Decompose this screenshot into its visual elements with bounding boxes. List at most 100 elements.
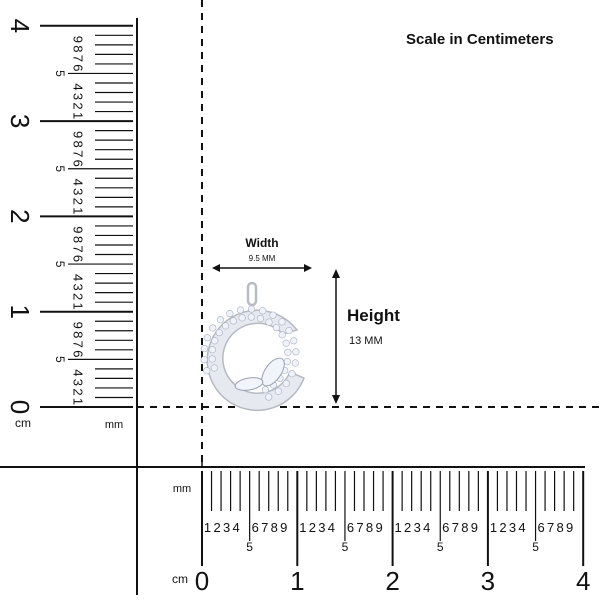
mm-label: 6 [347, 520, 354, 535]
mm-label: 6 [71, 255, 86, 262]
mm-label: 2 [309, 520, 316, 535]
pave-stone [283, 357, 292, 366]
mm-label: 7 [356, 520, 363, 535]
pave-stone [238, 314, 246, 322]
mm-label: 6 [537, 520, 544, 535]
mm-label: 2 [71, 198, 86, 205]
pave-stone [256, 314, 265, 323]
pave-stone [208, 346, 216, 354]
mm-label: 4 [423, 520, 430, 535]
cm-unit-label: cm [15, 416, 31, 430]
mm-label: 9 [375, 520, 382, 535]
mm-label: 3 [318, 520, 325, 535]
pendant-image [200, 281, 305, 412]
pave-stone [292, 348, 300, 356]
mm-label: 4 [518, 520, 525, 535]
mm-label: 1 [299, 520, 306, 535]
mm-label: 1 [204, 520, 211, 535]
pave-stone [226, 310, 234, 318]
pave-stone [259, 307, 267, 315]
mm-label: 4 [71, 83, 86, 90]
mm-label: 9 [71, 226, 86, 233]
pave-stone [215, 329, 223, 337]
mm-label: 5 [53, 261, 67, 268]
mm-label: 3 [71, 188, 86, 195]
horizontal-ruler: 01 2 3 456 7 8 911 2 3 456 7 8 921 2 3 456 7 8 931 2 3 456 7 8 9… [0, 459, 590, 596]
mm-label: 2 [71, 388, 86, 395]
mm-label: 8 [366, 520, 373, 535]
cm-label: 0 [5, 400, 35, 414]
mm-label: 6 [442, 520, 449, 535]
mm-label: 7 [261, 520, 268, 535]
cm-label: 2 [385, 566, 399, 596]
pave-stone [248, 305, 256, 313]
mm-label: 7 [71, 341, 86, 348]
pave-stone [284, 348, 292, 356]
mm-label: 5 [53, 70, 67, 77]
mm-label: 8 [71, 331, 86, 338]
cm-label: 4 [5, 19, 35, 33]
mm-label: 5 [53, 356, 67, 363]
mm-label: 8 [71, 141, 86, 148]
mm-label: 5 [246, 540, 253, 554]
mm-label: 1 [71, 112, 86, 119]
pave-stone [208, 355, 216, 363]
scale-title: Scale in Centimeters [406, 31, 554, 48]
mm-label: 4 [233, 520, 240, 535]
mm-label: 5 [532, 540, 539, 554]
mm-label: 9 [71, 131, 86, 138]
width-value: 9.5 MM [249, 254, 276, 263]
mm-label: 1 [395, 520, 402, 535]
mm-label: 8 [271, 520, 278, 535]
mm-label: 8 [461, 520, 468, 535]
crescent-ring [206, 309, 305, 412]
pave-stone [282, 379, 290, 387]
pave-stone [216, 316, 225, 324]
cm-label: 3 [481, 566, 495, 596]
mm-label: 7 [547, 520, 554, 535]
mm-label: 2 [499, 520, 506, 535]
mm-label: 5 [342, 540, 349, 554]
pave-stones [200, 305, 300, 401]
mm-label: 7 [71, 150, 86, 157]
pave-stone [291, 359, 299, 367]
pave-stone [200, 356, 208, 364]
pave-stone [282, 339, 290, 347]
pave-stone [285, 327, 293, 335]
mm-unit-label: mm [173, 483, 191, 495]
mm-label: 6 [71, 160, 86, 167]
height-arrow [332, 269, 340, 404]
mm-label: 9 [71, 322, 86, 329]
pave-stone [203, 367, 211, 375]
mm-label: 1 [71, 303, 86, 310]
pave-stone [278, 318, 286, 326]
mm-label: 6 [71, 64, 86, 71]
pave-stone [209, 324, 217, 332]
pave-stone [265, 318, 273, 326]
width-label: Width [245, 236, 278, 250]
pave-stone [290, 337, 298, 345]
pave-stone [236, 306, 245, 314]
mm-label: 2 [213, 520, 220, 535]
pave-stone [203, 334, 211, 342]
mm-label: 3 [71, 93, 86, 100]
mm-label: 5 [437, 540, 444, 554]
mm-label: 2 [404, 520, 411, 535]
cm-unit-label: cm [172, 572, 188, 586]
pave-stone [200, 344, 209, 353]
mm-label: 8 [71, 45, 86, 52]
pave-stone [265, 393, 273, 401]
mm-label: 4 [71, 179, 86, 186]
mm-label: 3 [414, 520, 421, 535]
pave-stone [211, 337, 219, 345]
mm-label: 6 [252, 520, 259, 535]
mm-label: 7 [71, 245, 86, 252]
mm-label: 4 [328, 520, 335, 535]
cm-label: 0 [195, 566, 209, 596]
cm-label: 4 [576, 566, 590, 596]
cm-label: 1 [290, 566, 304, 596]
pave-stone [247, 313, 255, 321]
marquise-stone [261, 357, 285, 387]
mm-label: 9 [280, 520, 287, 535]
